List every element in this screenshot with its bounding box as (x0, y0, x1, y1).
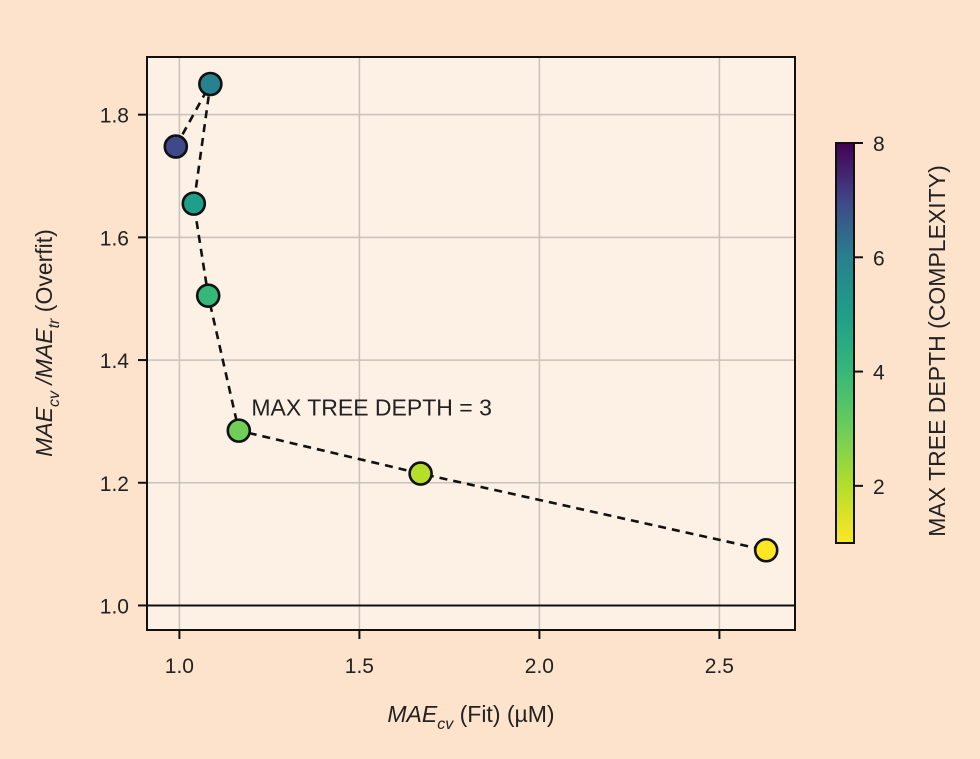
x-label-rest: (Fit) (µM) (453, 701, 554, 727)
x-axis-ticks: 1.0 1.5 2.0 2.5 (165, 630, 734, 678)
x-label-main: MAE (387, 701, 438, 727)
y-label-sub1: cv (46, 390, 63, 407)
x-tick-label: 2.0 (525, 655, 554, 678)
plot-frame (146, 56, 796, 631)
data-point-depth-6 (198, 71, 223, 97)
x-tick-label: 1.5 (345, 655, 374, 678)
annotation-max-tree-depth-3: MAX TREE DEPTH = 3 (251, 394, 492, 420)
colorbar-label: MAX TREE DEPTH (COMPLEXITY) (924, 165, 950, 536)
colorbar-tick-label: 8 (873, 133, 885, 156)
colorbar-ticks: 2 4 6 8 (854, 133, 885, 499)
x-axis-label: MAEcv (Fit) (µM) (387, 701, 554, 733)
y-axis-label: MAEcv /MAEtr (Overfit) (31, 229, 63, 457)
y-tick-label: 1.8 (100, 105, 129, 128)
y-label-mid: /MAE (31, 328, 57, 391)
data-points (163, 71, 779, 563)
colorbar-tick-label: 6 (873, 247, 885, 270)
x-tick-label: 1.0 (165, 655, 194, 678)
x-tick-label: 2.5 (705, 655, 734, 678)
colorbar-tick-label: 4 (873, 362, 885, 385)
colorbar-tick-label: 2 (873, 476, 885, 499)
plot-area (147, 57, 795, 630)
y-tick-label: 1.2 (100, 473, 129, 496)
data-point-depth-4 (195, 283, 221, 308)
x-label-sub: cv (437, 716, 454, 733)
y-label-sub2: tr (46, 318, 63, 328)
y-tick-label: 1.6 (100, 227, 129, 250)
data-point-depth-5 (181, 191, 207, 216)
data-point-depth-3 (226, 418, 252, 443)
y-label-main1: MAE (31, 406, 57, 457)
data-point-depth-7 (163, 134, 189, 159)
data-point-depth-2 (408, 461, 433, 486)
y-tick-label: 1.0 (100, 595, 129, 618)
y-tick-label: 1.4 (100, 350, 130, 373)
data-point-depth-1 (753, 537, 779, 563)
y-label-rest: (Overfit) (31, 229, 57, 318)
colorbar (835, 142, 855, 544)
y-axis-ticks: 1.0 1.2 1.4 1.6 1.8 (100, 105, 147, 618)
